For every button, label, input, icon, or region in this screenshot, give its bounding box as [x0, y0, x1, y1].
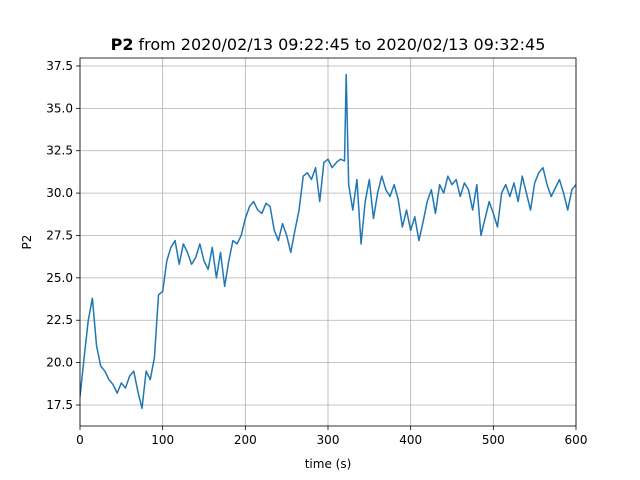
- x-tick-label: 200: [234, 433, 257, 447]
- y-tick-label: 30.0: [46, 186, 73, 200]
- x-axis-label: time (s): [305, 457, 352, 471]
- chart-title: P2 from 2020/02/13 09:22:45 to 2020/02/13…: [111, 35, 546, 54]
- y-tick-label: 20.0: [46, 356, 73, 370]
- y-axis-label: P2: [20, 235, 34, 250]
- x-tick-label: 400: [399, 433, 422, 447]
- title-name: P2: [111, 35, 134, 54]
- y-tick-label: 37.5: [46, 59, 73, 73]
- x-tick-label: 500: [482, 433, 505, 447]
- x-tick-label: 600: [565, 433, 588, 447]
- x-tick-label: 300: [317, 433, 340, 447]
- y-tick-label: 17.5: [46, 398, 73, 412]
- y-tick-label: 25.0: [46, 271, 73, 285]
- y-tick-label: 32.5: [46, 144, 73, 158]
- x-tick-label: 0: [76, 433, 84, 447]
- title-text: from 2020/02/13 09:22:45 to 2020/02/13 0…: [138, 35, 545, 54]
- x-tick-label: 100: [151, 433, 174, 447]
- y-tick-label: 35.0: [46, 101, 73, 115]
- y-tick-label: 22.5: [46, 313, 73, 327]
- y-tick-label: 27.5: [46, 228, 73, 242]
- plot-frame: [79, 57, 577, 427]
- data-line: [80, 73, 576, 410]
